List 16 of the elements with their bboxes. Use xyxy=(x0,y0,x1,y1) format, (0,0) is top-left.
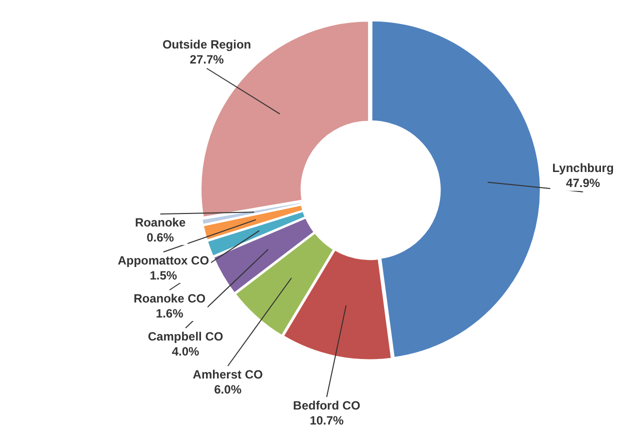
data-label: 6.0% xyxy=(214,382,242,396)
data-label: 47.9% xyxy=(566,176,600,190)
slice-label: Campbell CO xyxy=(148,329,224,344)
data-label: 0.6% xyxy=(146,230,174,244)
slice-label: Bedford CO xyxy=(293,398,360,412)
slice-label: Appomattox CO xyxy=(118,253,210,268)
slice-label: Outside Region xyxy=(162,38,252,52)
slice-label: Lynchburg xyxy=(552,161,614,176)
data-label: 4.0% xyxy=(172,344,200,358)
slice-label: Roanoke xyxy=(134,215,186,230)
slice-label: Amherst CO xyxy=(192,367,263,382)
data-label: 1.5% xyxy=(150,268,178,282)
data-label: 10.7% xyxy=(310,413,344,428)
data-label: 27.7% xyxy=(190,52,224,67)
slice-label: Roanoke CO xyxy=(134,291,206,306)
data-label: 1.6% xyxy=(156,306,184,320)
